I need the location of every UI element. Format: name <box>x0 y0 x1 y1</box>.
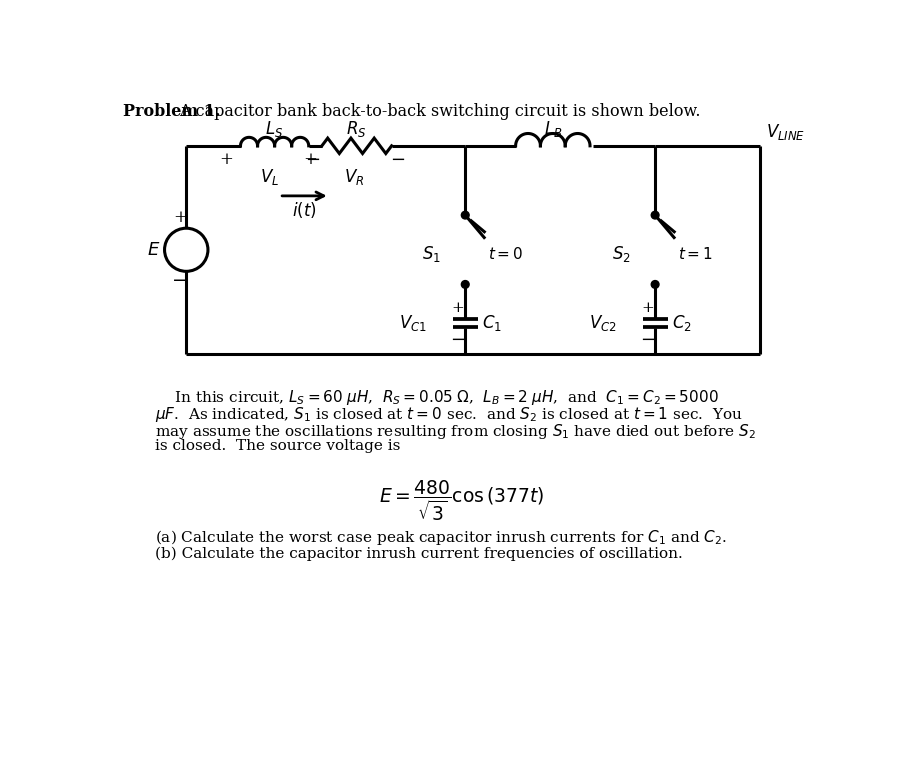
Text: +: + <box>173 209 187 226</box>
Text: (a) Calculate the worst case peak capacitor inrush currents for $C_1$ and $C_2$.: (a) Calculate the worst case peak capaci… <box>155 528 727 547</box>
Text: +: + <box>451 300 464 315</box>
Circle shape <box>461 211 469 219</box>
Text: $V_{C1}$: $V_{C1}$ <box>398 313 426 333</box>
Text: In this circuit, $L_S = 60\;\mu H$,  $R_S = 0.05\;\Omega$,  $L_B = 2\;\mu H$,  a: In this circuit, $L_S = 60\;\mu H$, $R_S… <box>155 388 719 408</box>
Text: $L_S$: $L_S$ <box>266 119 284 139</box>
Text: $E = \dfrac{480}{\sqrt{3}}\cos\left(377t\right)$: $E = \dfrac{480}{\sqrt{3}}\cos\left(377t… <box>379 480 545 523</box>
Text: −: − <box>390 151 405 169</box>
Text: $V_L$: $V_L$ <box>260 167 279 187</box>
Text: $S_2$: $S_2$ <box>612 244 631 264</box>
Text: may assume the oscillations resulting from closing $S_1$ have died out before $S: may assume the oscillations resulting fr… <box>155 422 756 441</box>
Text: (b) Calculate the capacitor inrush current frequencies of oscillation.: (b) Calculate the capacitor inrush curre… <box>155 546 683 561</box>
Text: $E$: $E$ <box>147 241 159 259</box>
Text: $\mu F$.  As indicated, $S_1$ is closed at $t = 0$ sec.  and $S_2$ is closed at : $\mu F$. As indicated, $S_1$ is closed a… <box>155 405 743 424</box>
Text: +: + <box>220 151 233 169</box>
Text: $V_{LINE}$: $V_{LINE}$ <box>766 122 805 142</box>
Text: $C_1$: $C_1$ <box>482 313 502 333</box>
Circle shape <box>651 211 659 219</box>
Text: $V_{C2}$: $V_{C2}$ <box>588 313 616 333</box>
Text: $S_1$: $S_1$ <box>422 244 441 264</box>
Text: is closed.  The source voltage is: is closed. The source voltage is <box>155 439 401 453</box>
Text: $V_R$: $V_R$ <box>344 167 364 187</box>
Text: $L_B$: $L_B$ <box>543 119 562 139</box>
Text: $i(t)$: $i(t)$ <box>292 200 317 220</box>
Text: +: + <box>641 300 654 315</box>
Text: $R_S$: $R_S$ <box>347 119 367 139</box>
Text: −: − <box>450 331 465 349</box>
Circle shape <box>461 280 469 288</box>
Text: $t = 0$: $t = 0$ <box>488 246 523 262</box>
Text: −: − <box>172 272 188 290</box>
Circle shape <box>651 280 659 288</box>
Text: $t = 1$: $t = 1$ <box>678 246 714 262</box>
Text: −: − <box>640 331 655 349</box>
Text: $C_2$: $C_2$ <box>672 313 692 333</box>
Text: A capacitor bank back-to-back switching circuit is shown below.: A capacitor bank back-to-back switching … <box>179 103 701 119</box>
Text: −: − <box>305 151 320 169</box>
Text: +: + <box>304 151 317 169</box>
Text: Problem 1.: Problem 1. <box>123 103 221 119</box>
